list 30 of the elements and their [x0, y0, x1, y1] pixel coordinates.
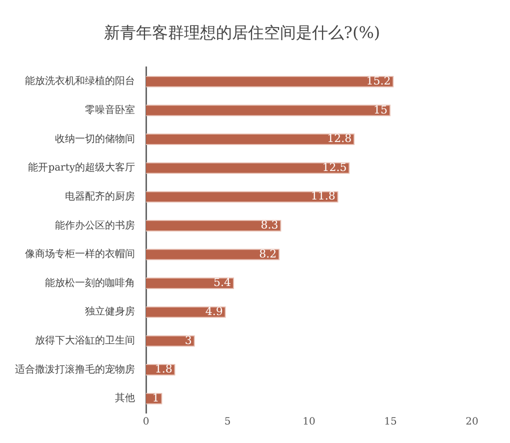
y-tick-label: 像商场专柜一样的衣帽间 — [25, 248, 135, 260]
y-tick-label: 能放松一刻的咖啡角 — [45, 276, 135, 289]
data-label: 4.9 — [205, 305, 223, 318]
data-label: 12.5 — [322, 160, 347, 174]
data-label: 3 — [184, 334, 192, 347]
data-label: 8.3 — [260, 218, 278, 232]
data-label: 15 — [374, 103, 388, 116]
y-tick-label: 能放洗衣机和绿植的阳台 — [25, 75, 135, 88]
y-tick-label: 独立健身房 — [85, 306, 135, 318]
chart-title: 新青年客群理想的居住空间是什么?(%) — [104, 22, 380, 42]
data-label: 5.4 — [214, 276, 232, 290]
data-label: 8.2 — [259, 247, 277, 260]
data-label: 1.8 — [154, 362, 172, 376]
y-tick-label: 能作办公区的书房 — [55, 219, 135, 232]
data-label: 11.8 — [310, 190, 336, 203]
y-tick-label: 适合撒泼打滚撸毛的宠物房 — [15, 363, 135, 376]
y-tick-label: 能开party的超级大客厅 — [28, 162, 135, 174]
x-tick-label: 10 — [302, 416, 316, 428]
x-tick-label: 0 — [142, 416, 150, 428]
x-tick-label: 15 — [384, 416, 397, 428]
x-tick-label: 5 — [224, 416, 231, 428]
y-tick-label: 放得下大浴缸的卫生间 — [35, 334, 135, 347]
data-label: 15.2 — [366, 74, 391, 88]
y-tick-label: 零噪音卧室 — [85, 104, 135, 116]
y-tick-label: 收纳一切的储物间 — [55, 132, 135, 145]
y-tick-label: 其他 — [115, 392, 135, 404]
x-tick-label: 20 — [466, 416, 478, 428]
y-tick-label: 电器配齐的厨房 — [65, 190, 135, 202]
data-label: 12.8 — [327, 132, 352, 146]
data-label: 1 — [152, 391, 160, 404]
